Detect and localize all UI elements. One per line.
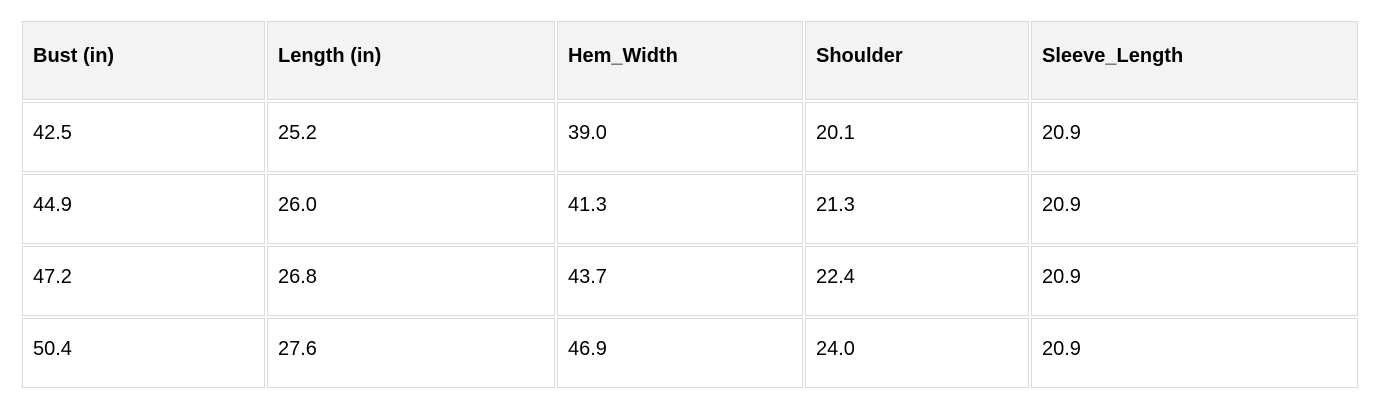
- column-header-length: Length (in): [267, 21, 555, 100]
- table-cell: 43.7: [557, 246, 803, 316]
- table-cell: 20.9: [1031, 318, 1358, 388]
- table-cell: 26.0: [267, 174, 555, 244]
- table-cell: 25.2: [267, 102, 555, 172]
- column-header-shoulder: Shoulder: [805, 21, 1029, 100]
- table-cell: 42.5: [22, 102, 265, 172]
- table-cell: 47.2: [22, 246, 265, 316]
- table-cell: 21.3: [805, 174, 1029, 244]
- column-header-hem-width: Hem_Width: [557, 21, 803, 100]
- table-cell: 44.9: [22, 174, 265, 244]
- table-row: 44.9 26.0 41.3 21.3 20.9: [22, 174, 1358, 244]
- table-cell: 20.9: [1031, 102, 1358, 172]
- column-header-sleeve-length: Sleeve_Length: [1031, 21, 1358, 100]
- table-cell: 39.0: [557, 102, 803, 172]
- table-cell: 20.1: [805, 102, 1029, 172]
- size-chart-table: Bust (in) Length (in) Hem_Width Shoulder…: [20, 19, 1360, 390]
- table-cell: 26.8: [267, 246, 555, 316]
- table-row: 47.2 26.8 43.7 22.4 20.9: [22, 246, 1358, 316]
- table-cell: 50.4: [22, 318, 265, 388]
- table-cell: 27.6: [267, 318, 555, 388]
- table-body: 42.5 25.2 39.0 20.1 20.9 44.9 26.0 41.3 …: [22, 102, 1358, 388]
- table-cell: 22.4: [805, 246, 1029, 316]
- table-cell: 20.9: [1031, 246, 1358, 316]
- table-row: 42.5 25.2 39.0 20.1 20.9: [22, 102, 1358, 172]
- header-row: Bust (in) Length (in) Hem_Width Shoulder…: [22, 21, 1358, 100]
- table-cell: 41.3: [557, 174, 803, 244]
- table-header: Bust (in) Length (in) Hem_Width Shoulder…: [22, 21, 1358, 100]
- column-header-bust: Bust (in): [22, 21, 265, 100]
- table-cell: 46.9: [557, 318, 803, 388]
- table-cell: 24.0: [805, 318, 1029, 388]
- table-cell: 20.9: [1031, 174, 1358, 244]
- table-row: 50.4 27.6 46.9 24.0 20.9: [22, 318, 1358, 388]
